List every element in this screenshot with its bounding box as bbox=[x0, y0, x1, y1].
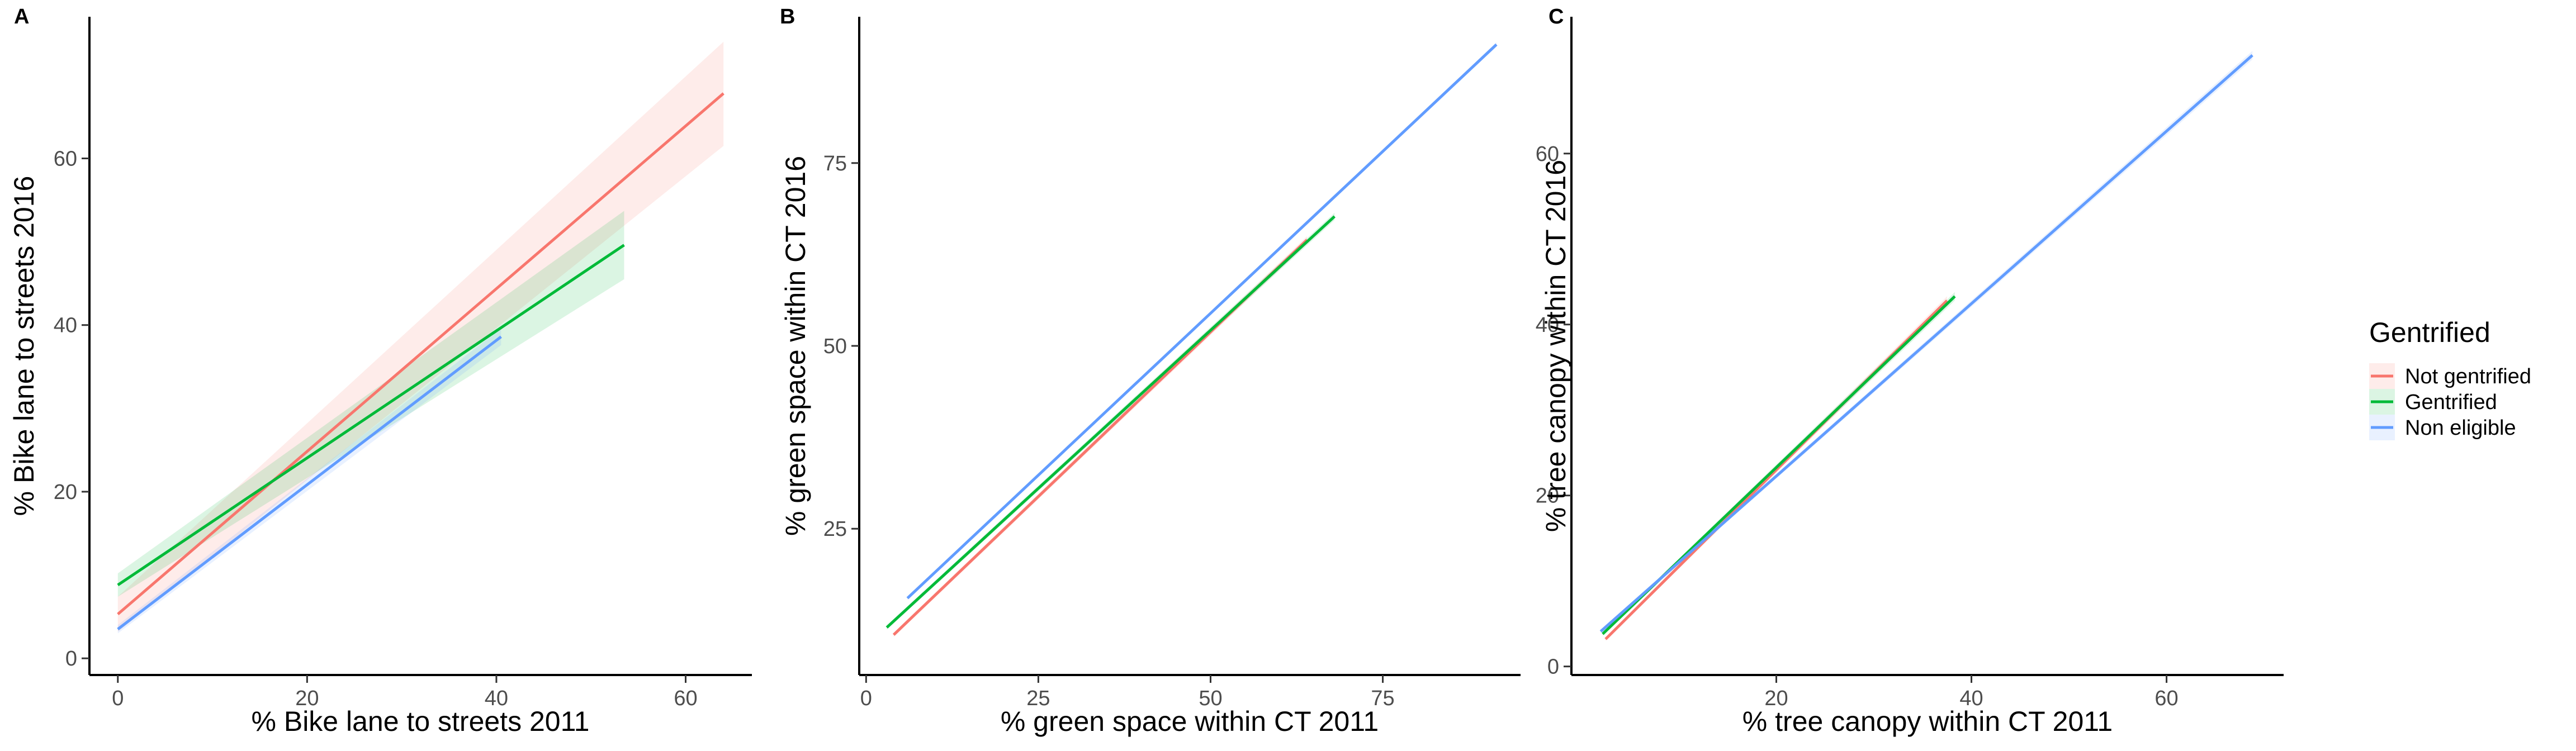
y-tick-label: 75 bbox=[823, 152, 847, 175]
y-tick-label: 50 bbox=[823, 335, 847, 358]
series-line-non-eligible bbox=[117, 335, 502, 630]
ci-band-not-gentrified bbox=[117, 41, 724, 632]
y-tick-label: 40 bbox=[54, 314, 77, 338]
y-axis-title: % tree canopy within CT 2016 bbox=[1540, 160, 1571, 532]
y-tick-label: 60 bbox=[1536, 142, 1559, 166]
y-tick-label: 60 bbox=[54, 147, 77, 170]
legend-label-gentrified: Gentrified bbox=[2405, 391, 2497, 414]
x-tick-label: 20 bbox=[295, 687, 319, 710]
x-tick-label: 40 bbox=[485, 687, 508, 710]
y-axis-title: % Bike lane to streets 2016 bbox=[8, 176, 40, 516]
x-tick-label: 20 bbox=[1764, 687, 1788, 710]
series-line-not-gentrified bbox=[117, 92, 724, 616]
legend-title: Gentrified bbox=[2369, 317, 2490, 348]
legend-label-not-gentrified: Not gentrified bbox=[2405, 365, 2531, 388]
panel-tag: A bbox=[14, 5, 29, 28]
y-tick-label: 25 bbox=[823, 517, 847, 541]
x-tick-label: 0 bbox=[860, 687, 872, 710]
legend-label-non-eligible: Non eligible bbox=[2405, 416, 2516, 440]
panel-tag: C bbox=[1549, 5, 1564, 28]
x-tick-label: 75 bbox=[1371, 687, 1394, 710]
x-tick-label: 40 bbox=[1959, 687, 1983, 710]
y-axis-title: % green space within CT 2016 bbox=[780, 156, 811, 536]
x-axis-title: % green space within CT 2011 bbox=[1001, 706, 1379, 737]
y-tick-label: 0 bbox=[65, 647, 77, 671]
series-line-non-eligible bbox=[1599, 54, 2253, 633]
x-tick-label: 60 bbox=[2154, 687, 2178, 710]
series-line-gentrified bbox=[117, 244, 625, 587]
x-tick-label: 60 bbox=[674, 687, 697, 710]
ci-band-non-eligible bbox=[117, 328, 501, 634]
y-tick-label: 40 bbox=[1536, 313, 1559, 337]
panel-tag: B bbox=[780, 5, 795, 28]
ci-band-gentrified bbox=[117, 211, 624, 597]
y-tick-label: 20 bbox=[1536, 484, 1559, 508]
y-tick-label: 0 bbox=[1547, 655, 1559, 679]
y-tick-label: 20 bbox=[54, 481, 77, 504]
x-axis-title: % Bike lane to streets 2011 bbox=[252, 706, 590, 737]
panel-a: 0 20 40 60 0 20 40 60 % Bike lane to streets 201… bbox=[8, 5, 752, 737]
x-tick-label: 50 bbox=[1199, 687, 1222, 710]
x-tick-label: 25 bbox=[1026, 687, 1050, 710]
series-line-non-eligible bbox=[906, 43, 1498, 600]
x-axis-title: % tree canopy within CT 2011 bbox=[1742, 706, 2113, 737]
series-line-gentrified bbox=[886, 215, 1336, 629]
x-tick-label: 0 bbox=[112, 687, 124, 710]
